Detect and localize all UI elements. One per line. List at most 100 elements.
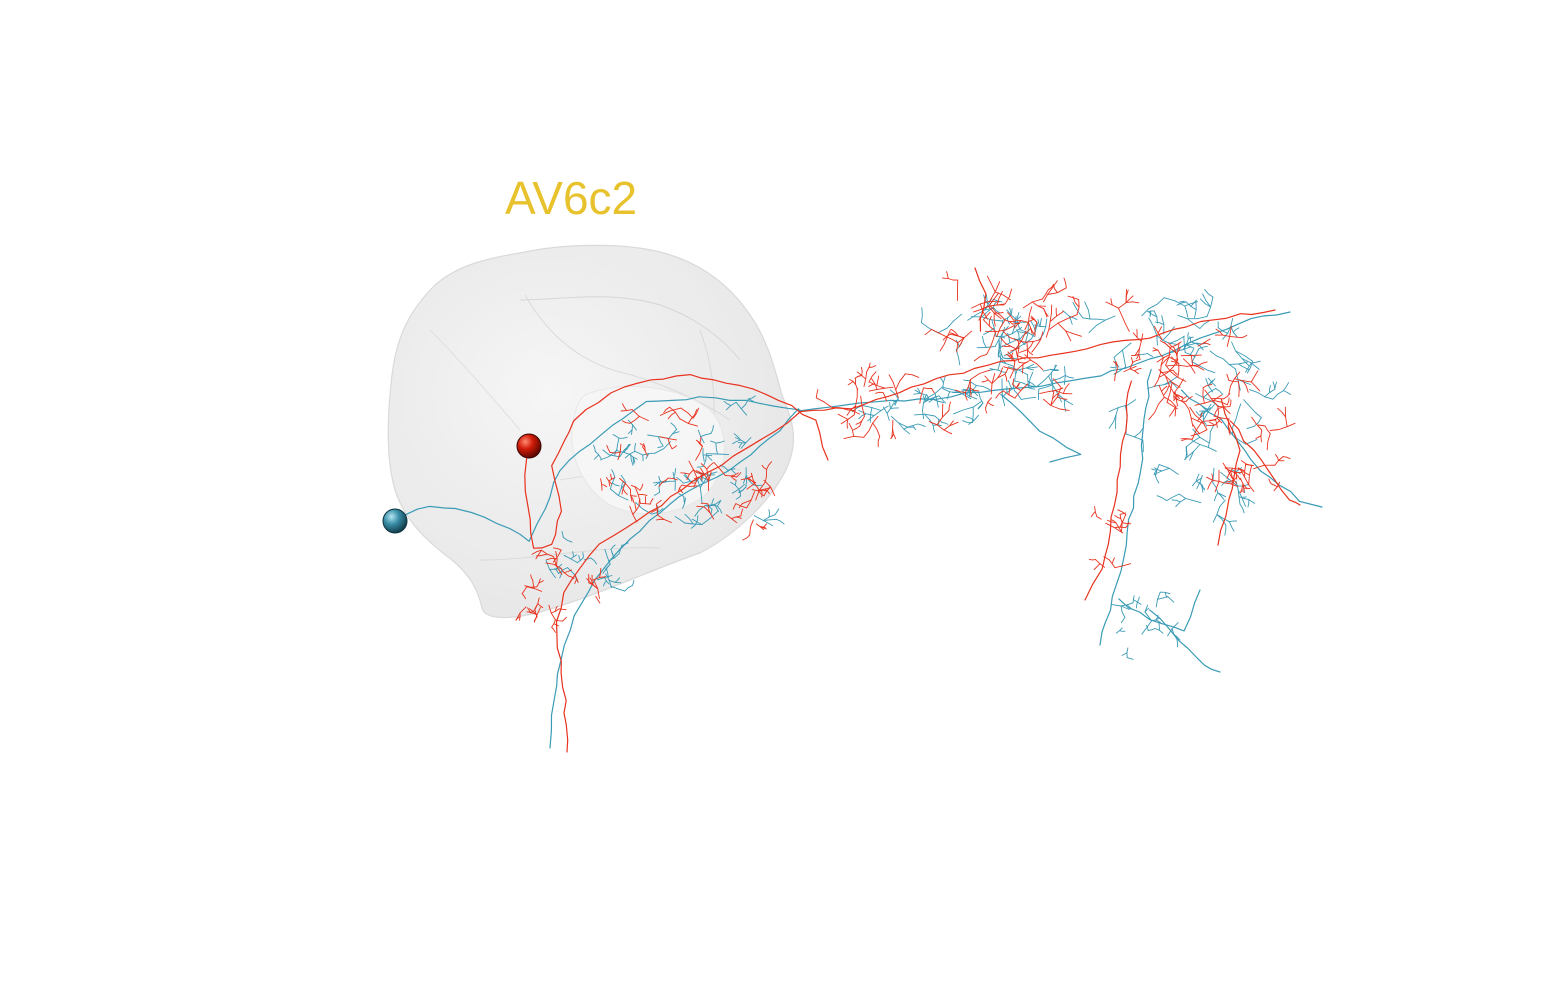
neurite-branch bbox=[531, 549, 542, 555]
neurite-branch bbox=[1211, 381, 1216, 387]
neurite-branch bbox=[981, 379, 989, 383]
neurite-branch bbox=[922, 394, 927, 420]
neurite-branch bbox=[980, 303, 1006, 310]
neurite-branch bbox=[568, 575, 575, 580]
neurite-branch bbox=[1187, 332, 1189, 340]
neurite-branch bbox=[1037, 319, 1041, 327]
neurite-branch bbox=[716, 505, 723, 514]
neurite-branch bbox=[545, 562, 562, 569]
neurite-branch bbox=[1235, 350, 1253, 362]
neurite-branch bbox=[649, 498, 654, 505]
neurite-branch bbox=[1185, 344, 1194, 349]
neurite-branch bbox=[1024, 354, 1044, 371]
neurite-branch bbox=[562, 617, 567, 622]
neurite-branch bbox=[562, 536, 573, 543]
neurite-branch bbox=[1237, 468, 1246, 472]
neurite-branch bbox=[1255, 435, 1262, 440]
neurite-branch bbox=[1235, 480, 1246, 507]
neurite-branch bbox=[618, 544, 623, 555]
neurite-branch bbox=[1246, 360, 1253, 374]
neurite-branch bbox=[1015, 330, 1027, 350]
neurite-branch bbox=[1121, 522, 1132, 525]
neurite-branch bbox=[1257, 424, 1266, 427]
neurite-branch bbox=[687, 414, 696, 424]
neurite-branch bbox=[1163, 396, 1177, 408]
neurite-branch bbox=[1282, 382, 1290, 392]
neurite-branch bbox=[1065, 330, 1082, 337]
neurite-branch bbox=[534, 608, 538, 617]
neurite-branch bbox=[1240, 469, 1255, 492]
neurite-branch bbox=[1052, 283, 1058, 294]
neurite-branch bbox=[1269, 422, 1296, 431]
neurite-branch bbox=[1272, 390, 1284, 400]
neurite-branch bbox=[1000, 337, 1007, 344]
neurite-branch bbox=[1067, 295, 1080, 300]
neurite-branch bbox=[903, 426, 915, 430]
neurite-branch bbox=[1168, 356, 1177, 361]
neurite-branch bbox=[696, 465, 704, 468]
neurite-branch bbox=[1147, 353, 1154, 358]
neurite-branch bbox=[530, 574, 534, 581]
neurite-branch bbox=[1177, 314, 1208, 320]
neurite-branch bbox=[1014, 368, 1019, 382]
neurite-branch bbox=[654, 481, 661, 487]
neurite-branch bbox=[957, 336, 965, 344]
neurite-branch bbox=[622, 488, 628, 495]
neurite-branch bbox=[741, 499, 752, 505]
neurite-branch bbox=[696, 470, 706, 476]
neurite-branch bbox=[1014, 320, 1022, 329]
neurite-branch bbox=[678, 493, 685, 497]
neurite-branch bbox=[1177, 362, 1180, 378]
neurite-branch bbox=[1154, 473, 1160, 484]
neurite-branch bbox=[1250, 381, 1261, 392]
neurite-branch bbox=[1134, 333, 1144, 356]
neurite-branch bbox=[632, 456, 635, 465]
neurite-branch bbox=[988, 293, 999, 307]
neurite-branch bbox=[982, 311, 991, 321]
neurite-branch bbox=[605, 563, 611, 570]
neurite-branch bbox=[1004, 367, 1009, 375]
neurite-branch bbox=[696, 440, 703, 447]
neurite-branch bbox=[710, 440, 717, 444]
neurite-branch bbox=[1184, 301, 1199, 307]
neurite-branch bbox=[696, 515, 699, 523]
neuron-skeleton-cyan bbox=[393, 289, 1323, 749]
neurite-branch bbox=[863, 415, 879, 438]
neurite-branch bbox=[1007, 380, 1013, 390]
neurite-branch bbox=[1223, 393, 1231, 400]
neurite-branch bbox=[953, 400, 983, 415]
neurite-branch bbox=[599, 450, 618, 461]
neurite-branch bbox=[610, 544, 616, 550]
neurite-branch bbox=[994, 291, 1011, 301]
neurite-branch bbox=[1015, 382, 1020, 389]
neurite-branch bbox=[578, 555, 581, 561]
neurite-branch bbox=[917, 387, 921, 394]
neurite-branch bbox=[943, 420, 954, 431]
neurite-branch bbox=[1282, 456, 1291, 460]
neurite-branch bbox=[1008, 387, 1011, 396]
neurite-branch bbox=[1051, 380, 1054, 393]
neurite-branch bbox=[1114, 563, 1132, 569]
neurite-branch bbox=[554, 619, 564, 622]
neurite-branch bbox=[1148, 317, 1158, 346]
neurite-branch bbox=[1220, 471, 1238, 487]
neurite-branch bbox=[1136, 596, 1140, 603]
neurite-branch bbox=[1004, 288, 1013, 305]
neurite-branch bbox=[1264, 425, 1271, 435]
neurite-branch bbox=[683, 496, 686, 504]
neuron-skeleton-red bbox=[515, 267, 1301, 753]
neurite-branch bbox=[1115, 522, 1123, 533]
neurite-branch bbox=[716, 500, 722, 507]
neurite-branch bbox=[1035, 364, 1058, 388]
neurite-branch bbox=[1246, 425, 1255, 430]
neurite-branch bbox=[994, 325, 1009, 347]
neurite-branch bbox=[735, 516, 742, 519]
neurite-branch bbox=[667, 438, 673, 450]
neurite-branch bbox=[1022, 363, 1024, 374]
neurite-branch bbox=[1099, 368, 1152, 646]
neurite-branch bbox=[1196, 342, 1204, 351]
neurite-branch bbox=[616, 437, 620, 451]
neurite-branch bbox=[740, 508, 744, 517]
neurite-branch bbox=[1147, 628, 1156, 631]
